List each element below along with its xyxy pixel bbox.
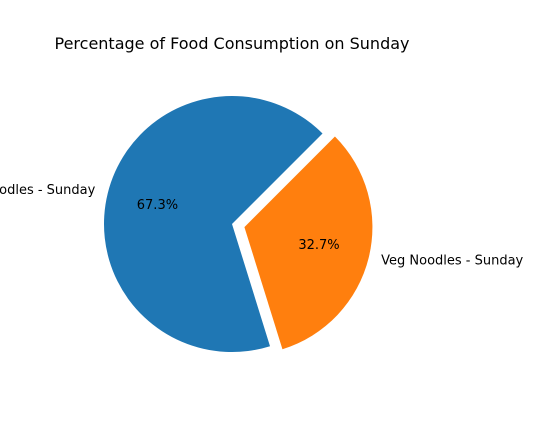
slice-percent-2: 32.7% xyxy=(298,238,339,253)
slice-label-1: Egg Noodles - Sunday xyxy=(0,183,96,198)
chart-title: Percentage of Food Consumption on Sunday xyxy=(55,34,410,53)
slice-percent-1: 67.3% xyxy=(137,198,178,213)
slice-label-2: Veg Noodles - Sunday xyxy=(381,253,523,268)
